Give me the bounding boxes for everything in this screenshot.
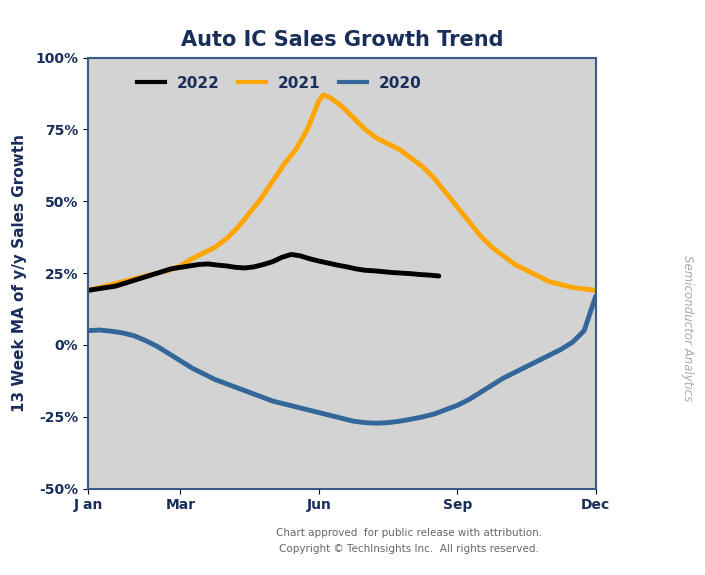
Y-axis label: 13 Week MA of y/y Sales Growth: 13 Week MA of y/y Sales Growth [12,134,27,412]
Text: Copyright © TechInsights Inc.  All rights reserved.: Copyright © TechInsights Inc. All rights… [279,544,539,554]
Text: Chart approved  for public release with attribution.: Chart approved for public release with a… [276,528,542,538]
Title: Auto IC Sales Growth Trend: Auto IC Sales Growth Trend [180,30,503,51]
Text: Semiconductor Analytics: Semiconductor Analytics [681,255,694,401]
Legend: 2022, 2021, 2020: 2022, 2021, 2020 [131,70,428,97]
